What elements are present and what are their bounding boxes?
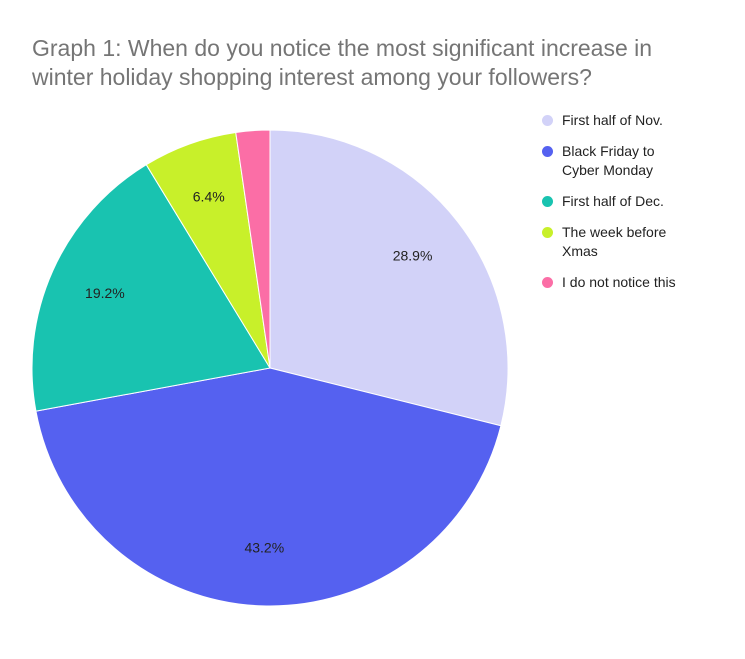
legend-marker bbox=[542, 115, 553, 126]
legend-item: The week before Xmas bbox=[540, 223, 740, 261]
legend-label: Black Friday to Cyber Monday bbox=[562, 143, 655, 178]
legend-item: First half of Dec. bbox=[540, 192, 740, 211]
legend-item: I do not notice this bbox=[540, 273, 740, 292]
pie-slice bbox=[235, 129, 271, 369]
legend-item: Black Friday to Cyber Monday bbox=[540, 142, 740, 180]
pie-slice bbox=[31, 163, 271, 412]
data-label: 19.2% bbox=[85, 285, 125, 301]
pie-slice bbox=[35, 367, 502, 607]
data-label: 28.9% bbox=[393, 247, 433, 263]
data-label: 6.4% bbox=[193, 189, 225, 205]
legend: First half of Nov. Black Friday to Cyber … bbox=[540, 111, 740, 304]
data-label: 43.2% bbox=[244, 539, 284, 555]
legend-label: First half of Dec. bbox=[562, 193, 664, 209]
chart-title: Graph 1: When do you notice the most sig… bbox=[32, 35, 653, 90]
legend-label: I do not notice this bbox=[562, 274, 676, 290]
pie-slice bbox=[269, 129, 509, 427]
legend-item: First half of Nov. bbox=[540, 111, 740, 130]
legend-label: The week before Xmas bbox=[562, 224, 667, 259]
legend-marker bbox=[542, 277, 553, 288]
legend-marker bbox=[542, 146, 553, 157]
legend-marker bbox=[542, 227, 553, 238]
legend-marker bbox=[542, 196, 553, 207]
legend-label: First half of Nov. bbox=[562, 112, 663, 128]
